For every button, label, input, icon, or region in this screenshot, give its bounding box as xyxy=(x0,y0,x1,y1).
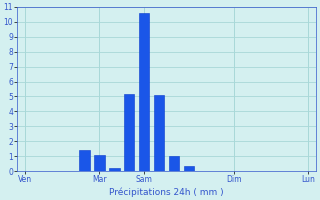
X-axis label: Précipitations 24h ( mm ): Précipitations 24h ( mm ) xyxy=(109,187,224,197)
Bar xyxy=(184,166,194,171)
Bar xyxy=(109,168,119,171)
Bar xyxy=(154,95,164,171)
Bar xyxy=(124,94,134,171)
Bar xyxy=(79,150,90,171)
Bar xyxy=(94,155,105,171)
Bar xyxy=(139,13,149,171)
Bar xyxy=(169,156,179,171)
